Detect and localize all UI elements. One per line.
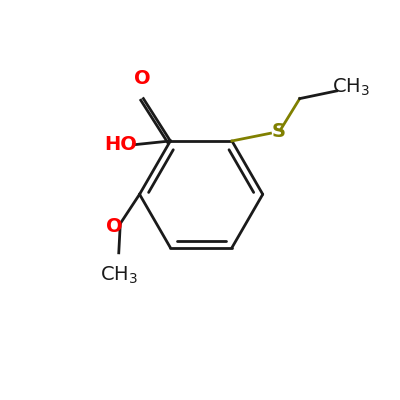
Text: O: O: [106, 217, 122, 236]
Text: HO: HO: [104, 135, 137, 154]
Text: O: O: [134, 69, 150, 88]
Text: S: S: [271, 122, 285, 141]
Text: CH$_3$: CH$_3$: [332, 77, 370, 98]
Text: CH$_3$: CH$_3$: [100, 264, 138, 286]
